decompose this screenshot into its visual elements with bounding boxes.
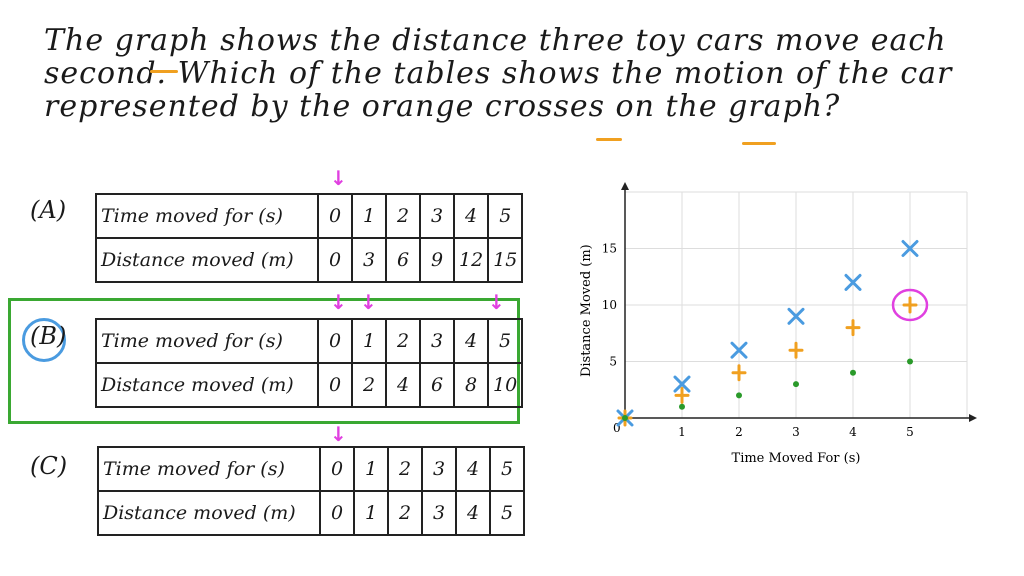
highlight-underline: [742, 142, 776, 145]
table-cell: 4: [455, 490, 491, 536]
x-tick-label: 4: [849, 425, 857, 439]
row-header: Distance moved (m): [97, 490, 321, 536]
x-tick-label: 2: [735, 425, 743, 439]
row-header: Time moved for (s): [97, 446, 321, 492]
table-cell: 5: [489, 446, 525, 492]
table-cell: 4: [385, 362, 421, 408]
orange-plus-point: [674, 386, 690, 404]
table-cell: 12: [452, 237, 490, 283]
y-tick-label: 15: [602, 242, 617, 256]
row-header: Distance moved (m): [95, 362, 319, 408]
table-cell: 0: [317, 237, 353, 283]
option-label[interactable]: (B): [30, 322, 67, 350]
highlight-underline: [596, 138, 622, 141]
arrow-annotation: ↓: [488, 290, 505, 314]
y-axis-label: Distance Moved (m): [579, 244, 594, 377]
table-cell: 2: [385, 318, 421, 364]
table-cell: 3: [421, 490, 457, 536]
blue-cross-point: [730, 341, 748, 359]
orange-plus-point: [845, 319, 861, 337]
table-cell: 3: [419, 193, 455, 239]
arrow-annotation: ↓: [330, 290, 347, 314]
blue-cross-point: [844, 273, 862, 291]
table-cell: 3: [421, 446, 457, 492]
x-tick-label: 1: [678, 425, 686, 439]
table-cell: 4: [452, 193, 490, 239]
blue-cross-point: [787, 307, 805, 325]
green-dot-point: [622, 415, 628, 421]
row-header: Time moved for (s): [95, 318, 319, 364]
row-header: Distance moved (m): [95, 237, 319, 283]
option-table: Time moved for (s) 0 1 2 3 4 5 Distance moved (…: [97, 446, 525, 536]
table-cell: 10: [486, 362, 524, 408]
table-cell: 5: [489, 490, 525, 536]
table-cell: 0: [319, 446, 355, 492]
question-text: The graph shows the distance three toy c…: [44, 23, 953, 124]
table-row: Distance moved (m) 0 1 2 3 4 5: [97, 490, 525, 536]
table-cell: 9: [419, 237, 455, 283]
green-dot-point: [907, 358, 913, 365]
table-cell: 6: [385, 237, 421, 283]
table-cell: 4: [453, 318, 489, 364]
table-cell: 3: [419, 318, 455, 364]
x-tick-label: 5: [906, 425, 914, 439]
blue-cross-point: [673, 375, 691, 393]
green-dot-point: [793, 381, 799, 388]
arrow-annotation: ↓: [330, 166, 347, 190]
table-cell: 5: [487, 193, 524, 239]
table-cell: 4: [455, 446, 491, 492]
table-row: Time moved for (s) 0 1 2 3 4 5: [95, 318, 524, 364]
origin-label: 0: [613, 421, 621, 435]
table-row: Distance moved (m) 0 2 4 6 8 10: [95, 362, 524, 408]
green-dot-point: [850, 369, 856, 376]
option-table: Time moved for (s) 0 1 2 3 4 5 Distance moved (…: [95, 318, 524, 408]
table-cell: 6: [419, 362, 455, 408]
table-cell: 0: [317, 193, 353, 239]
table-row: Time moved for (s) 0 1 2 3 4 5: [97, 446, 525, 492]
table-cell: 1: [351, 318, 387, 364]
table-cell: 1: [351, 193, 387, 239]
y-tick-label: 5: [609, 355, 617, 369]
x-tick-label: 3: [792, 425, 800, 439]
x-axis-arrow: [969, 414, 977, 422]
y-tick-label: 10: [602, 298, 617, 312]
orange-plus-point: [788, 341, 804, 359]
table-cell: 8: [453, 362, 489, 408]
row-header: Time moved for (s): [95, 193, 319, 239]
arrow-annotation: ↓: [360, 290, 377, 314]
answer-circle: [22, 318, 66, 362]
blue-cross-point: [901, 240, 919, 257]
option-label[interactable]: (A): [30, 196, 67, 224]
x-axis-label: Time Moved For (s): [732, 451, 861, 466]
table-cell: 0: [317, 362, 353, 408]
table-cell: 0: [317, 318, 353, 364]
table-cell: 0: [319, 490, 355, 536]
table-cell: 2: [387, 490, 423, 536]
orange-plus-point: [731, 364, 747, 382]
table-cell: 15: [487, 237, 524, 283]
orange-plus-point: [902, 296, 918, 314]
highlight-circle: [891, 288, 929, 322]
table-cell: 2: [351, 362, 387, 408]
green-dot-point: [736, 392, 742, 399]
option-table: Time moved for (s) 0 1 2 3 4 5 Distance moved (…: [95, 193, 524, 283]
y-axis-arrow: [621, 182, 629, 190]
table-row: Distance moved (m) 0 3 6 9 12 15: [95, 237, 524, 283]
table-cell: 3: [351, 237, 387, 283]
table-cell: 5: [486, 318, 524, 364]
table-cell: 1: [353, 446, 389, 492]
table-cell: 2: [385, 193, 421, 239]
green-dot-point: [679, 403, 685, 410]
table-cell: 1: [353, 490, 389, 536]
option-label[interactable]: (C): [30, 452, 68, 480]
highlight-underline: [150, 70, 178, 73]
table-row: Time moved for (s) 0 1 2 3 4 5: [95, 193, 524, 239]
arrow-annotation: ↓: [330, 422, 347, 446]
table-cell: 2: [387, 446, 423, 492]
